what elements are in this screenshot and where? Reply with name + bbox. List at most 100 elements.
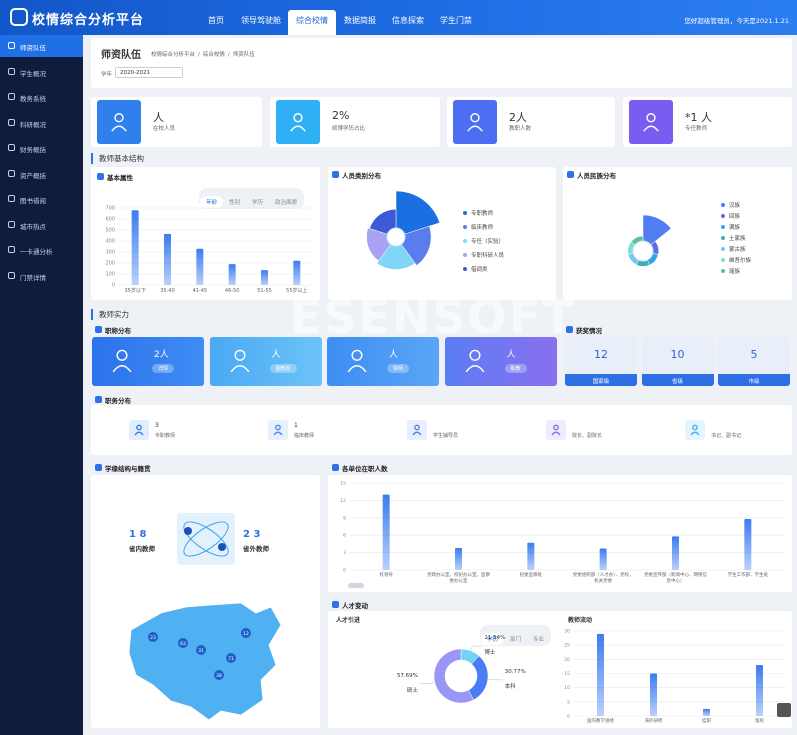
scroll-top-button[interactable] <box>777 703 791 717</box>
orbit <box>183 521 229 557</box>
duty-icon <box>546 420 566 440</box>
tab[interactable]: 学历 <box>252 200 264 206</box>
y-tick-label: 10 <box>564 685 570 691</box>
tab[interactable]: 政治面貌 <box>275 200 298 206</box>
legend-dot <box>463 211 467 215</box>
icon <box>412 424 422 436</box>
sidebar-item[interactable]: 教务系统 <box>0 86 83 108</box>
title-button[interactable]: 助教 <box>504 364 527 373</box>
duty-value: 1 <box>294 422 298 429</box>
stat-value: 人 <box>153 111 164 124</box>
chart-area: 0 5 10 15 20 25 30 国内教学进修 海外研修 挂职 留校 <box>560 623 792 728</box>
map-label: 23 <box>150 635 156 641</box>
title-button[interactable]: 副教授 <box>269 364 297 373</box>
bar <box>455 547 462 570</box>
map-marker <box>196 645 206 655</box>
sidebar-item[interactable]: 师资队伍 <box>0 35 83 57</box>
inner-ring <box>386 227 406 247</box>
legend-dot <box>721 225 725 229</box>
icon <box>136 424 142 431</box>
icon <box>553 424 559 431</box>
panel-basic: 基本属性 年龄 性别 学历 政治面貌 0 100 200 300 400 500 600 700 35岁以… <box>91 167 320 300</box>
inner-ring <box>632 240 654 262</box>
sidebar-item[interactable]: 图书借阅 <box>0 188 83 210</box>
nav-tab[interactable]: 信息探索 <box>392 16 424 25</box>
duty-label: 学生辅导员 <box>433 433 459 439</box>
tab[interactable]: 学历 <box>481 633 505 645</box>
panel-title: 基本属性 <box>97 172 133 182</box>
x-tick-label: 41-45 <box>192 288 208 294</box>
breadcrumb-item[interactable]: 师资队伍 <box>232 52 255 58</box>
tab[interactable]: 专业 <box>533 637 545 643</box>
sidebar-item[interactable]: 一卡通分析 <box>0 239 83 261</box>
icon <box>134 431 144 436</box>
icon <box>111 113 127 132</box>
title-button[interactable]: 详情 <box>152 364 175 373</box>
tab[interactable]: 部门 <box>510 637 522 643</box>
section-title: 教师实力 <box>91 309 129 320</box>
legend-item: 瑶族 <box>721 267 740 275</box>
sidebar-item[interactable]: 学生概况 <box>0 61 83 83</box>
stat-icon <box>453 100 497 144</box>
chart-area: 汉族 回族 满族 土家族 蒙古族 维吾尔族 瑶族 <box>563 179 792 300</box>
nav-tab[interactable]: 学生门禁 <box>440 16 472 25</box>
legend-item: 专职科研人员 <box>463 251 504 259</box>
scrollbar[interactable] <box>348 583 364 588</box>
year-select[interactable]: 2020-2021 <box>115 67 183 78</box>
legend-item: 满族 <box>721 223 740 231</box>
tab[interactable]: 性别 <box>229 200 241 206</box>
breadcrumb-item[interactable]: 综合校情 <box>202 52 225 58</box>
greeting: 您好超级管理员，今天是2021.1.21 <box>684 17 789 25</box>
origin-label: 省内教师 <box>129 545 155 553</box>
legend-label: 专职教师 <box>471 211 494 217</box>
x-tick-label: 55岁以上 <box>286 288 308 294</box>
top-bar: 校情综合分析平台 您好超级管理员，今天是2021.1.21 首页 领导驾驶舱 综合校… <box>0 0 797 35</box>
nav-tab[interactable]: 数据简报 <box>344 16 376 25</box>
x-tick-label: 党委组织部（人才办）、党校，机关党委 <box>572 573 634 584</box>
y-tick-label: 700 <box>105 206 115 212</box>
sidebar-item[interactable]: 门禁详情 <box>0 265 83 287</box>
stat-value: 2人 <box>509 111 527 124</box>
tab[interactable]: 年龄 <box>200 196 224 208</box>
bar <box>597 633 604 716</box>
x-tick-label: 纪委监察处 <box>519 573 543 578</box>
y-tick-label: 0 <box>112 283 115 289</box>
bar <box>131 210 139 285</box>
sidebar-label: 一卡通分析 <box>20 248 53 256</box>
duty-label: 院长、副院长 <box>572 433 603 439</box>
nav-tab[interactable]: 首页 <box>208 16 224 25</box>
bar <box>650 673 657 716</box>
icon <box>8 246 15 253</box>
nav-tab[interactable]: 领导驾驶舱 <box>241 16 281 25</box>
sidebar-item[interactable]: 资产概括 <box>0 163 83 185</box>
award-label: 国家级 <box>565 374 637 386</box>
sidebar-label: 资产概括 <box>20 171 46 180</box>
map-label: 71 <box>228 656 234 662</box>
panel-title: 各单位在职人数 <box>332 463 388 473</box>
y-tick-label: 5 <box>567 699 570 705</box>
icon <box>290 113 306 132</box>
panel-category: 人员类别分布 专职教师 临床教师 专任（实验） 专职科研人员 借调类 <box>328 167 556 300</box>
logo: 校情综合分析平台 <box>32 13 145 28</box>
duty-label: 专职教师 <box>155 433 176 439</box>
map-marker <box>148 632 158 642</box>
icon <box>465 365 484 373</box>
sidebar-label: 门禁详情 <box>20 273 46 282</box>
sidebar-item[interactable]: 城市热点 <box>0 214 83 236</box>
x-tick-label: 留校 <box>755 719 764 724</box>
year-value: 2020-2021 <box>120 70 150 76</box>
nav-tab[interactable]: 综合校情 <box>288 10 336 35</box>
sidebar-item[interactable]: 科研概况 <box>0 112 83 134</box>
sidebar-label: 图书借阅 <box>20 197 46 205</box>
icon <box>273 431 283 436</box>
diagram-bg <box>177 513 235 565</box>
title-box: 人助教 <box>444 337 557 386</box>
y-tick-label: 9 <box>343 515 346 521</box>
icon <box>230 365 249 373</box>
leader-line <box>470 645 483 651</box>
breadcrumb-item[interactable]: 校情综合分析平台 <box>151 52 196 58</box>
sidebar-item[interactable]: 财务概括 <box>0 137 83 159</box>
sidebar-label: 城市热点 <box>20 222 46 231</box>
title-button[interactable]: 讲师 <box>387 364 410 373</box>
x-tick-label: 35-40 <box>160 288 175 294</box>
